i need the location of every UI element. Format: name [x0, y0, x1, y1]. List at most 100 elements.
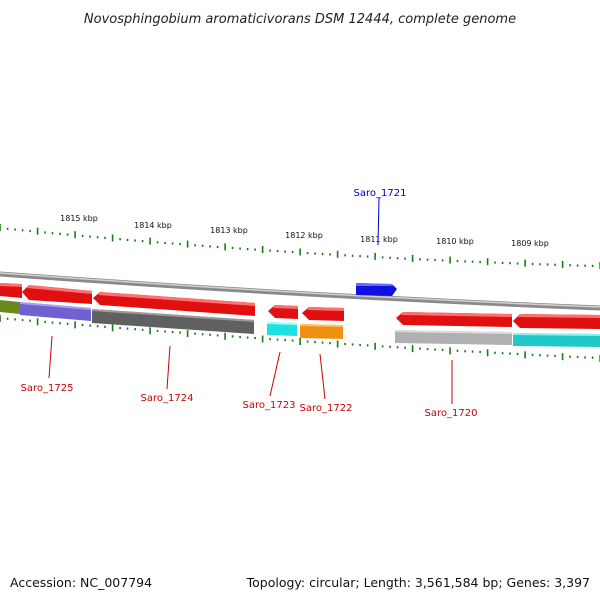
ruler-major-tick — [0, 315, 1, 322]
ruler-minor-tick — [434, 258, 436, 262]
ruler-minor-tick — [591, 356, 594, 359]
ruler-minor-tick — [89, 235, 91, 238]
ruler-minor-tick — [344, 342, 346, 346]
gene-saro-1720[interactable] — [396, 312, 512, 327]
ruler-minor-tick — [584, 356, 586, 359]
ruler-major-tick — [449, 256, 451, 264]
ruler-minor-tick — [344, 254, 346, 257]
ruler-minor-tick — [134, 239, 136, 242]
ruler-minor-tick — [396, 346, 399, 349]
ruler-minor-tick — [426, 348, 429, 351]
ruler-major-tick — [449, 347, 451, 355]
ruler-minor-tick — [269, 338, 271, 341]
ruler-label: 1811 kbp — [360, 235, 398, 244]
ruler-minor-tick — [381, 256, 384, 259]
ruler-minor-tick — [509, 262, 511, 265]
ruler-minor-tick — [66, 322, 69, 325]
ruler-major-tick — [411, 345, 414, 353]
ruler-minor-tick — [501, 352, 504, 355]
ruler-major-tick — [261, 246, 264, 253]
ruler-minor-tick — [126, 327, 129, 330]
ruler-minor-tick — [59, 322, 61, 325]
gene-saro-1725[interactable] — [0, 283, 22, 298]
ruler-minor-tick — [389, 256, 391, 259]
ruler-ticks — [0, 224, 600, 362]
ruler-minor-tick — [81, 323, 84, 327]
ruler-major-tick — [336, 340, 339, 348]
ruler-minor-tick — [269, 249, 271, 252]
ruler-minor-tick — [51, 321, 54, 324]
ruler-label: 1815 kbp — [60, 214, 98, 223]
ruler-minor-tick — [141, 240, 144, 243]
ruler-major-tick — [486, 349, 489, 357]
ruler-minor-tick — [81, 234, 84, 237]
ruler-minor-tick — [21, 318, 24, 322]
ruler-minor-tick — [494, 351, 496, 354]
ruler-major-tick — [111, 234, 114, 242]
ruler-minor-tick — [569, 355, 571, 358]
ruler-minor-tick — [434, 348, 436, 351]
ruler-minor-tick — [329, 253, 331, 256]
ruler-labels: 1815 kbp 1814 kbp 1813 kbp 1812 kbp 1811… — [60, 214, 549, 248]
ruler-minor-tick — [231, 246, 234, 250]
ruler-minor-tick — [381, 345, 384, 348]
gene-label-saro-1724[interactable]: Saro_1724 — [141, 393, 194, 404]
ruler-major-tick — [561, 353, 564, 361]
ruler-minor-tick — [554, 263, 556, 266]
ruler-minor-tick — [14, 318, 16, 321]
ruler-minor-tick — [291, 251, 294, 254]
ruler-major-tick — [486, 258, 489, 266]
ruler-minor-tick — [456, 349, 459, 352]
ruler-minor-tick — [509, 352, 511, 355]
ruler-minor-tick — [441, 348, 444, 351]
gene-saro-1723[interactable] — [268, 305, 298, 319]
ruler-label: 1809 kbp — [511, 239, 549, 248]
ruler-minor-tick — [591, 264, 594, 267]
gene-label-saro-1725[interactable]: Saro_1725 — [21, 383, 74, 394]
ruler-major-tick — [299, 248, 301, 256]
ruler-minor-tick — [164, 241, 166, 244]
ruler-major-tick — [74, 321, 76, 329]
ruler-minor-tick — [246, 248, 249, 251]
ruler-minor-tick — [321, 341, 324, 344]
gene-label-saro-1720[interactable]: Saro_1720 — [425, 408, 478, 419]
ruler-minor-tick — [321, 252, 324, 256]
ruler-minor-tick — [569, 264, 571, 267]
gene-saro-1725-b[interactable] — [22, 285, 92, 304]
ruler-minor-tick — [531, 262, 534, 266]
ruler-minor-tick — [89, 324, 91, 327]
ruler-minor-tick — [351, 254, 354, 257]
ruler-major-tick — [186, 330, 189, 338]
ruler-minor-tick — [584, 264, 586, 267]
ruler-label: 1813 kbp — [210, 226, 248, 235]
ruler-minor-tick — [576, 355, 579, 359]
ruler-minor-tick — [516, 352, 519, 356]
ruler-major-tick — [186, 240, 189, 248]
ruler-minor-tick — [254, 336, 256, 340]
ruler-minor-tick — [404, 257, 406, 260]
ruler-minor-tick — [539, 263, 541, 266]
ruler-minor-tick — [546, 263, 549, 266]
gene-label-saro-1723[interactable]: Saro_1723 — [243, 400, 296, 411]
ruler-minor-tick — [44, 320, 46, 323]
ruler-minor-tick — [554, 354, 556, 357]
ruler-minor-tick — [501, 261, 504, 264]
ruler-label: 1810 kbp — [436, 237, 474, 246]
ruler-minor-tick — [284, 339, 286, 342]
gene-saro-1722[interactable] — [302, 307, 344, 321]
ruler-major-tick — [149, 327, 151, 335]
gene-label-saro-1721[interactable]: Saro_1721 — [354, 188, 407, 199]
ruler-minor-tick — [171, 242, 174, 245]
gene-saro-1724[interactable] — [93, 292, 255, 316]
gene-label-saro-1722[interactable]: Saro_1722 — [300, 403, 353, 414]
ruler-major-tick — [524, 259, 526, 267]
ruler-minor-tick — [389, 345, 391, 348]
ruler-minor-tick — [254, 248, 256, 251]
genome-title: Novosphingobium aromaticivorans DSM 1244… — [84, 12, 516, 27]
ruler-minor-tick — [156, 329, 159, 332]
ruler-minor-tick — [441, 259, 444, 262]
ruler-minor-tick — [14, 228, 16, 231]
ruler-minor-tick — [134, 328, 136, 331]
gene-saro-1719[interactable] — [513, 314, 600, 329]
gene-saro-1721[interactable] — [356, 283, 397, 296]
